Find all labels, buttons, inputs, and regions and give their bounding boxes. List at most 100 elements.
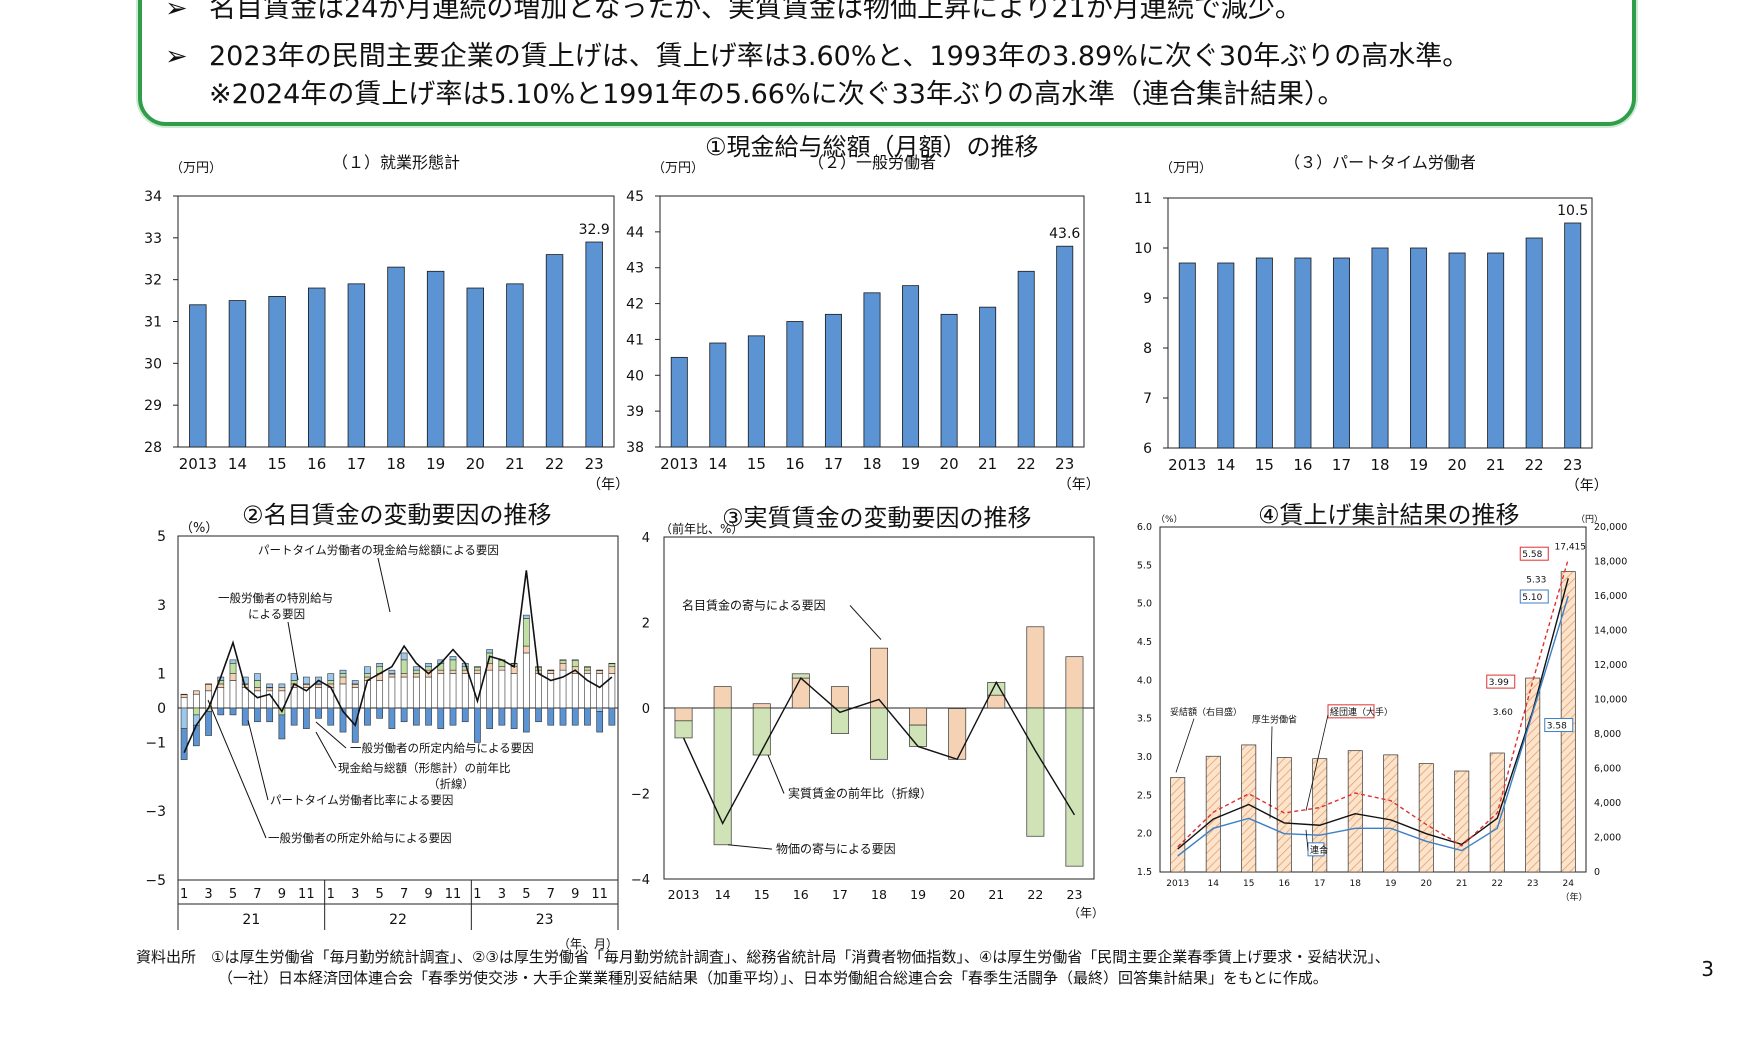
bar-parttime-ratio — [241, 707, 249, 726]
x-tick-label: 17 — [824, 455, 843, 473]
y2-tick-label: 16,000 — [1594, 591, 1627, 602]
bar-parttime-ratio — [400, 707, 408, 723]
bar-scheduled-pay — [510, 673, 518, 709]
month-label: 9 — [424, 887, 432, 902]
bar-parttime-pay — [608, 666, 616, 674]
chart-total-wages: （１）就業形態計 （万円） 28 29 30 31 32 33 34 2013 14 15 16 17 18… — [144, 153, 629, 493]
bar — [426, 270, 445, 448]
x-tick-label: 23 — [1055, 455, 1074, 473]
year-label: （年） — [1566, 478, 1608, 494]
y-tick-label: 4.0 — [1137, 675, 1152, 686]
value-label-mhlw-2023: 3.60 — [1493, 708, 1513, 718]
summary-line-1: ➢ 名目賃金は24か月連続の増加となったが、実質賃金は物価上昇により21か月連続で… — [165, 0, 1302, 25]
x-tick-label: 14 — [715, 887, 731, 902]
y-tick-label: −3 — [145, 804, 166, 820]
month-label: 5 — [229, 887, 237, 902]
y-tick-label: 1 — [157, 667, 166, 683]
x-tick-label: 16 — [1293, 456, 1312, 474]
bar-scheduled-pay — [192, 693, 200, 709]
value-label-rengo-2024: 5.10 — [1522, 593, 1542, 603]
y-tick-label: 40 — [626, 368, 644, 384]
bar-nominal-contribution — [909, 707, 928, 726]
bar-overtime-pay — [180, 707, 188, 729]
x-tick-label: 15 — [747, 455, 766, 473]
source-line-1: 資料出所 ①は厚生労働省「毎月勤労統計調査」、②③は厚生労働省「毎月勤労統計調査… — [136, 948, 1390, 966]
bar-parttime-ratio — [278, 714, 286, 740]
year-label: （年） — [587, 477, 629, 493]
bar-parttime-ratio — [486, 707, 494, 729]
x-tick-label: 18 — [1370, 456, 1389, 474]
annotation: 厚生労働省 — [1252, 714, 1297, 726]
bar-nominal-contribution — [987, 694, 1006, 709]
bar-overtime-pay — [474, 666, 481, 668]
bar-parttime-ratio — [254, 707, 261, 723]
bar-overtime-pay — [596, 707, 604, 712]
bar-nominal-contribution — [674, 707, 693, 722]
y-tick-label: 29 — [144, 398, 162, 414]
bar — [308, 287, 326, 448]
bar-parttime-pay — [205, 683, 212, 692]
bar-special-pay — [180, 693, 188, 696]
bar-overtime-pay — [229, 659, 237, 664]
x-tick-label: 15 — [1243, 879, 1254, 889]
y-tick-label: 43 — [626, 261, 644, 277]
bar-nominal-contribution — [948, 707, 967, 760]
value-label-rengo-2023: 3.58 — [1547, 722, 1567, 732]
unit-label: （万円） — [170, 161, 222, 176]
bar-parttime-ratio — [608, 707, 616, 726]
y2-tick-label: 6,000 — [1594, 764, 1621, 775]
x-tick-label: 16 — [793, 887, 809, 902]
month-label: 7 — [400, 887, 408, 902]
bar-parttime-pay — [412, 673, 420, 678]
bar-overtime-pay — [388, 669, 396, 674]
bar — [1448, 252, 1466, 449]
y-tick-label: 38 — [626, 440, 644, 456]
annotation-leader — [1305, 829, 1309, 851]
annotation: 物価の寄与による要因 — [776, 841, 896, 856]
value-label: 32.9 — [579, 222, 610, 238]
month-label: 9 — [278, 887, 286, 902]
bar-parttime-ratio — [461, 707, 469, 723]
x-tick-label: 2013 — [1168, 456, 1206, 474]
bar-settlement-amount — [1241, 744, 1257, 873]
bar-scheduled-pay — [217, 687, 225, 709]
x-tick-label: 16 — [307, 455, 326, 473]
bullet-arrow-icon: ➢ — [165, 41, 188, 72]
chart-wage-increase-results: （%） （円） 1.5 2.0 2.5 3.0 3.5 4.0 4.5 5.0 5.5 6.0 0 2,0… — [1137, 514, 1627, 903]
bar-parttime-pay — [192, 690, 200, 695]
y2-tick-label: 12,000 — [1594, 660, 1627, 671]
bar-scheduled-pay — [486, 669, 494, 709]
bar-scheduled-pay — [535, 673, 542, 709]
y-tick-label: 31 — [144, 315, 162, 331]
source-line-2: （一社）日本経済団体連合会「春季労使交渉・大手企業業種別妥結結果（加重平均）」、… — [218, 969, 1328, 987]
annotation-leader — [315, 721, 347, 749]
bar-overtime-pay — [278, 683, 286, 688]
x-tick-label: 22 — [1017, 455, 1036, 473]
y-tick-label: 2.5 — [1137, 790, 1152, 801]
y-tick-label: 42 — [626, 297, 644, 313]
month-label: 3 — [204, 887, 212, 902]
bar-settlement-amount — [1170, 777, 1186, 873]
x-tick-label: 21 — [988, 887, 1004, 902]
x-tick-label: 2013 — [1166, 879, 1189, 889]
bar-scheduled-pay — [412, 676, 420, 709]
x-tick-label: 21 — [978, 455, 997, 473]
bar-parttime-ratio — [535, 707, 542, 723]
bar-price-contribution — [909, 724, 928, 747]
bar-price-contribution — [830, 707, 849, 734]
bar-parttime-pay — [229, 673, 237, 681]
bar-parttime-pay — [498, 666, 506, 671]
bar-scheduled-pay — [522, 652, 530, 709]
year-label: （年） — [1560, 891, 1587, 903]
bar-nominal-contribution — [752, 703, 771, 709]
bar-settlement-amount — [1525, 677, 1541, 873]
bar-overtime-pay — [302, 676, 310, 685]
line-real-wage-yoy — [682, 676, 1076, 825]
x-tick-label: 20 — [1448, 456, 1467, 474]
x-tick-label: 14 — [1208, 879, 1220, 889]
y-tick-label: 3 — [157, 598, 166, 614]
x-tick-label: 23 — [585, 455, 604, 473]
bar-special-pay — [400, 659, 408, 674]
bar — [268, 295, 286, 448]
chart-title: （３）パートタイム労働者 — [1284, 153, 1476, 172]
